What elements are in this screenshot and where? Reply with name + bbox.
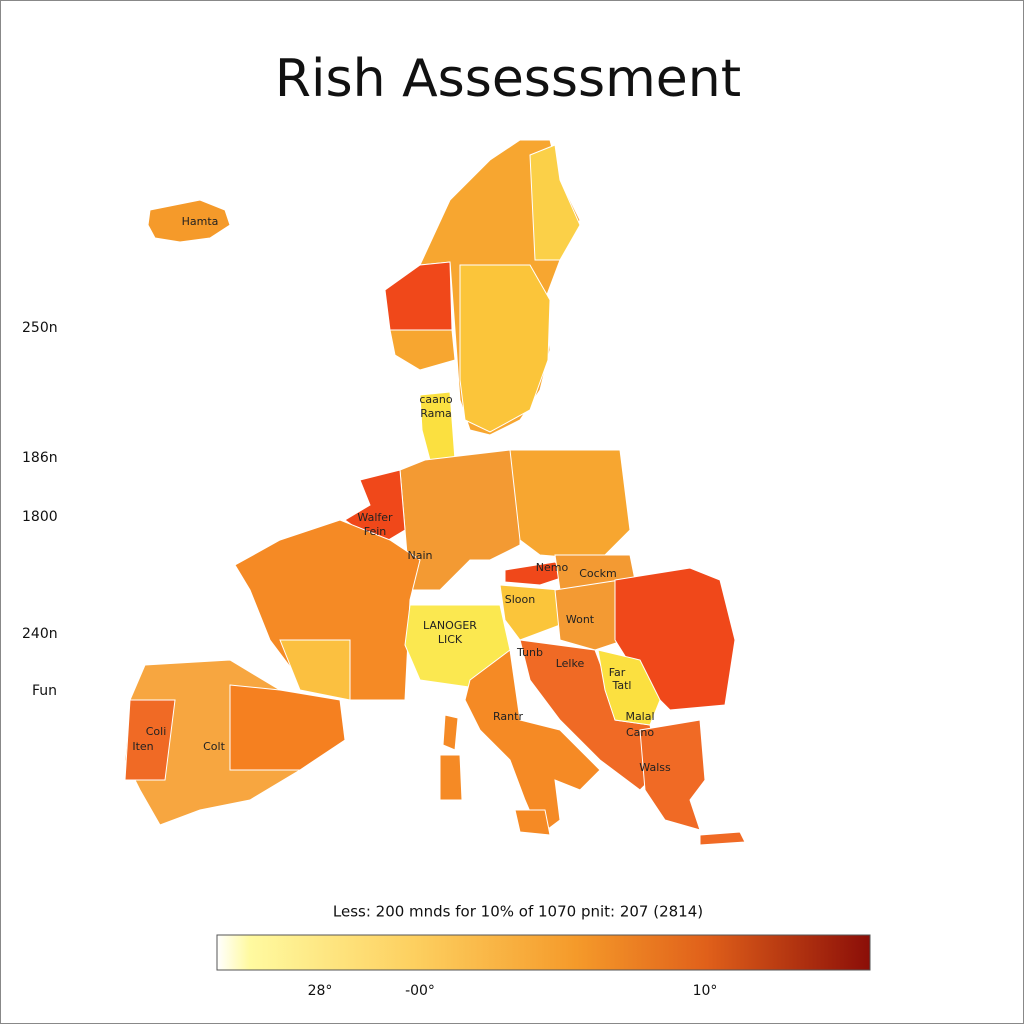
- region: [514, 809, 551, 836]
- region-label: Hamta: [182, 215, 219, 228]
- side-label: Fun: [32, 683, 57, 699]
- region-label: Lelke: [556, 657, 585, 670]
- region-label: Cockm: [579, 567, 617, 580]
- region-label: Coli: [146, 725, 167, 738]
- region-labels: Hamta caano Rama Walfer Fein Nain Nemo C…: [132, 215, 671, 774]
- region: [439, 754, 463, 801]
- map: [124, 139, 746, 846]
- region: [509, 449, 631, 561]
- region-label: Fein: [364, 525, 387, 538]
- side-label: 240n: [22, 626, 58, 642]
- region-label: LICK: [438, 633, 463, 646]
- region-label: Rantr: [493, 710, 523, 723]
- region: [699, 831, 746, 846]
- region-label: LANOGER: [423, 619, 477, 632]
- region: [529, 144, 581, 261]
- legend: Less: 200 mnds for 10% of 1070 pnit: 207…: [216, 903, 871, 999]
- region: [229, 684, 346, 771]
- region-label: Tatl: [611, 679, 631, 692]
- region: [147, 199, 231, 243]
- region: [504, 561, 571, 586]
- region: [389, 329, 456, 371]
- side-label: 1800: [22, 509, 58, 525]
- region: [597, 649, 661, 726]
- region: [554, 579, 626, 651]
- side-label: 186n: [22, 450, 58, 466]
- region-label: Far: [609, 666, 626, 679]
- region-label: Walfer: [357, 511, 393, 524]
- region-label: Nain: [408, 549, 433, 562]
- region-label: Rama: [420, 407, 452, 420]
- region: [459, 264, 551, 433]
- region: [464, 649, 601, 836]
- region: [442, 714, 459, 751]
- region: [639, 719, 706, 831]
- region-label: Tunb: [516, 646, 543, 659]
- side-label: 250n: [22, 320, 58, 336]
- legend-tick-label: 28°: [308, 983, 333, 999]
- region-label: Iten: [132, 740, 153, 753]
- region-label: caano: [419, 393, 453, 406]
- region: [279, 639, 351, 701]
- color-bar: [216, 934, 871, 971]
- region-label: Malal: [625, 710, 654, 723]
- side-labels: 250n 186n 1800 240n Fun: [22, 320, 58, 699]
- region: [499, 584, 561, 641]
- region-label: Sloon: [505, 593, 535, 606]
- legend-tick-label: -00°: [405, 983, 435, 999]
- region-label: Cano: [626, 726, 654, 739]
- region: [124, 699, 176, 781]
- region-label: Colt: [203, 740, 225, 753]
- legend-tick-label: 10°: [693, 983, 718, 999]
- region-label: Nemo: [536, 561, 569, 574]
- region-label: Wont: [566, 613, 595, 626]
- title: Rish Assesssment: [275, 49, 741, 109]
- region-label: Walss: [639, 761, 671, 774]
- legend-caption: Less: 200 mnds for 10% of 1070 pnit: 207…: [333, 903, 703, 921]
